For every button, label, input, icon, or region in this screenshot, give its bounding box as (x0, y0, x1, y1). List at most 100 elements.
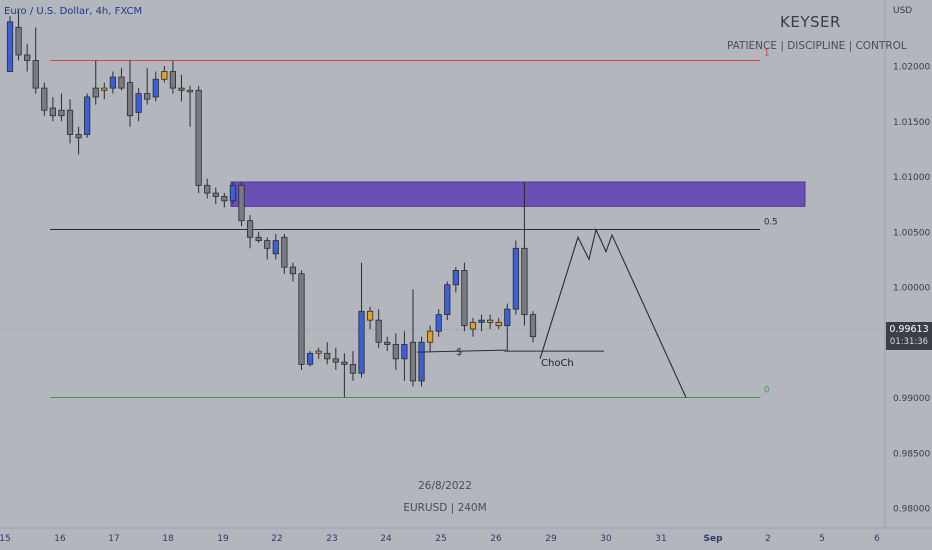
candle-body (41, 87, 48, 111)
candle-body (444, 284, 451, 316)
candle-body (6, 21, 14, 72)
candle-body (384, 341, 391, 345)
price-tick-label: 0.98500 (893, 449, 930, 459)
projection-drawing: $ ChoCh (416, 227, 687, 398)
time-tick-label: 5 (819, 534, 825, 544)
candle-body (144, 93, 151, 100)
candle-body (401, 344, 408, 360)
candle-body (204, 184, 211, 194)
price-tick-label: 1.01000 (893, 173, 930, 183)
candle-body (435, 314, 442, 332)
candle-body (255, 236, 262, 241)
time-tick-label: 23 (326, 534, 337, 544)
candle-body (84, 96, 91, 135)
time-tick-label: 18 (162, 534, 174, 544)
price-tick-label: 1.02000 (893, 63, 930, 73)
candle-body (229, 184, 237, 202)
time-tick-label: 25 (435, 534, 446, 544)
candle-body (521, 247, 528, 316)
candle-body (375, 319, 382, 343)
candle-body (246, 220, 254, 238)
candle-body (178, 87, 185, 91)
price-tick-label: 0.99000 (893, 394, 930, 404)
price-tick-label: 1.01500 (893, 118, 930, 128)
price-tick-label: 0.98000 (893, 505, 930, 515)
candle-body (427, 330, 434, 343)
candle-body (409, 341, 417, 382)
candle-body (289, 266, 297, 275)
candles-layer (6, 10, 537, 398)
candle-body (478, 319, 485, 323)
grid-layer (0, 0, 932, 529)
candle-body (221, 195, 228, 202)
candle-body (118, 76, 125, 89)
time-tick-label: 6 (874, 534, 880, 544)
candle-body (469, 321, 477, 330)
candle-body (487, 319, 494, 323)
candle-body (195, 89, 202, 186)
candle-body (349, 363, 357, 374)
supply-zone (230, 181, 806, 207)
price-tick-label: 1.00500 (893, 228, 930, 238)
time-tick-label: 29 (545, 534, 557, 544)
candle-body (495, 321, 502, 327)
candle-body (238, 184, 245, 222)
currency-label[interactable]: USD (893, 6, 913, 16)
candle-body (298, 273, 305, 365)
fib-level-label: 0.5 (764, 218, 778, 228)
candle-body (529, 314, 537, 338)
candle-body (212, 192, 219, 197)
candle-body (32, 60, 39, 89)
time-tick-label: 19 (217, 534, 229, 544)
candle-body (135, 93, 142, 113)
symbol-title[interactable]: Euro / U.S. Dollar, 4h, FXCM (4, 6, 143, 17)
candle-body (152, 78, 159, 98)
candle-body (315, 350, 322, 354)
candle-body (75, 134, 82, 139)
brand-name: KEYSER (780, 13, 841, 31)
candle-body (512, 247, 519, 310)
time-tick-label: 26 (490, 534, 502, 544)
time-tick-label: 24 (380, 534, 392, 544)
time-tick-label: Sep (703, 534, 723, 544)
candle-body (161, 71, 168, 80)
watermark-date: 26/8/2022 (418, 480, 472, 492)
candle-body (452, 270, 459, 286)
brand-tagline: PATIENCE | DISCIPLINE | CONTROL (727, 40, 907, 52)
candle-body (306, 352, 314, 365)
time-tick-label: 17 (108, 534, 119, 544)
candle-body (66, 109, 74, 135)
candle-body (92, 87, 99, 98)
price-tick-label: 1.00000 (893, 284, 930, 294)
candle-body (264, 240, 271, 249)
candle-body (15, 26, 22, 56)
liquidity-line (416, 349, 604, 353)
candle-body (49, 107, 56, 117)
candle-body (332, 358, 339, 363)
candle-body (109, 76, 116, 89)
time-tick-label: 22 (271, 534, 282, 544)
candle-body (24, 54, 31, 61)
fib-levels: 10.50 (50, 48, 778, 398)
projection-path (539, 227, 687, 398)
candle-body (358, 310, 365, 374)
candle-body (126, 82, 134, 117)
candle-body (281, 236, 288, 268)
candle-body (272, 240, 279, 255)
price-axis: 1.020001.015001.010001.005001.000000.995… (893, 63, 930, 515)
last-price-tag: 0.99613 01:31:36 (886, 322, 932, 350)
candle-body (461, 270, 468, 327)
last-price-value: 0.99613 (889, 324, 929, 335)
time-tick-label: 2 (765, 534, 771, 544)
candle-body (366, 310, 374, 321)
bar-countdown: 01:31:36 (889, 337, 929, 347)
candle-body (418, 341, 425, 382)
candle-body (58, 109, 65, 117)
candle-body (341, 361, 348, 365)
candle-body (504, 308, 511, 327)
candle-body (186, 89, 194, 93)
choch-label: ChoCh (541, 358, 574, 369)
time-tick-label: 16 (54, 534, 66, 544)
